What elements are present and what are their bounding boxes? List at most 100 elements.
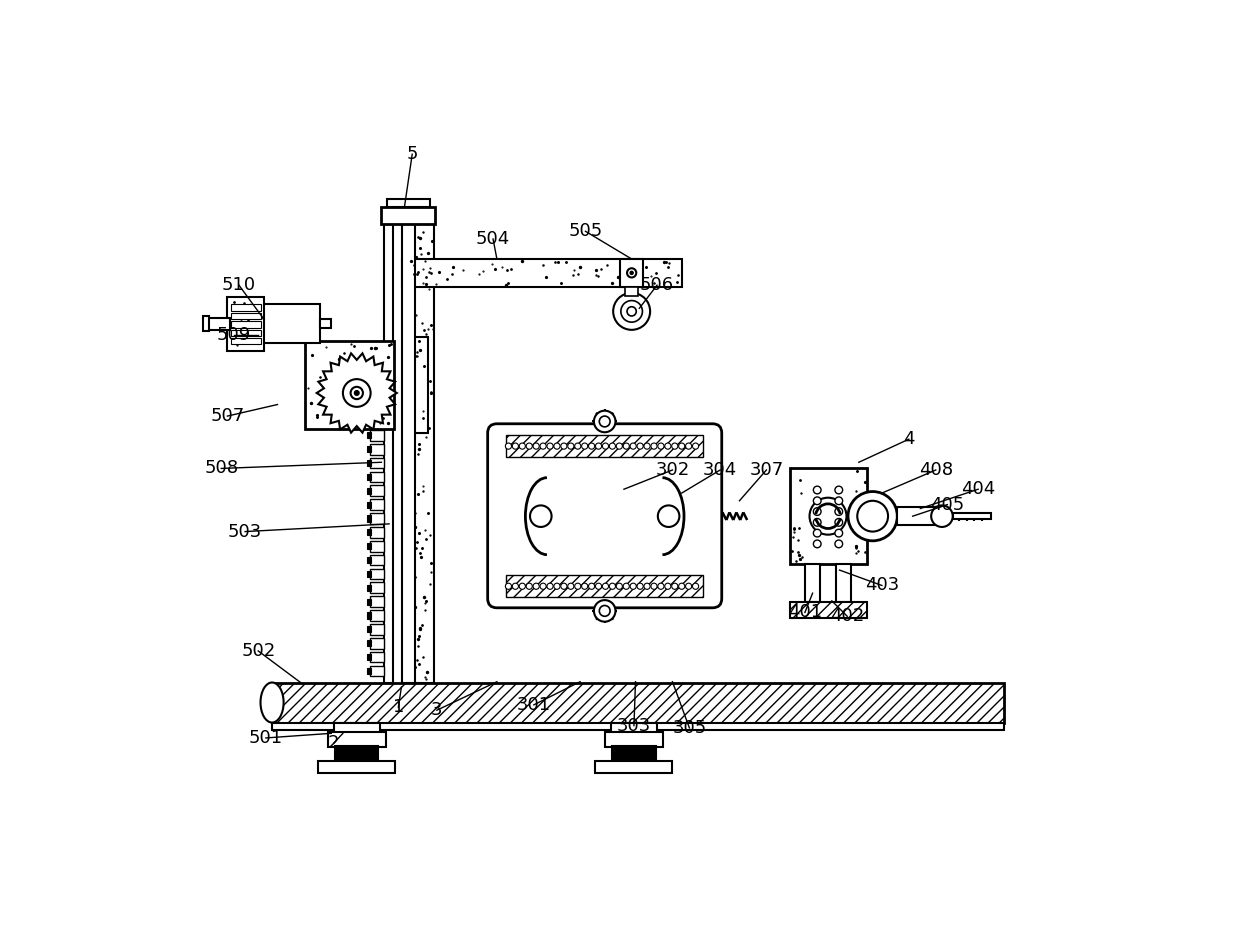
Circle shape xyxy=(594,410,615,432)
Circle shape xyxy=(678,584,684,589)
Bar xyxy=(506,435,703,457)
Circle shape xyxy=(589,443,595,449)
Circle shape xyxy=(835,497,843,505)
Circle shape xyxy=(835,507,843,515)
Circle shape xyxy=(599,416,610,426)
Circle shape xyxy=(568,584,574,589)
Circle shape xyxy=(813,497,821,505)
Polygon shape xyxy=(316,353,397,432)
Text: 504: 504 xyxy=(476,230,510,248)
Ellipse shape xyxy=(260,683,284,723)
Circle shape xyxy=(554,584,560,589)
Circle shape xyxy=(692,584,698,589)
Bar xyxy=(327,732,386,747)
Circle shape xyxy=(627,307,636,316)
Circle shape xyxy=(520,443,526,449)
Bar xyxy=(367,377,371,383)
Bar xyxy=(611,723,657,733)
Circle shape xyxy=(355,390,360,395)
Text: 305: 305 xyxy=(672,719,707,737)
Circle shape xyxy=(651,584,657,589)
Text: 1: 1 xyxy=(393,698,404,716)
Bar xyxy=(370,568,383,580)
Circle shape xyxy=(529,506,552,527)
Bar xyxy=(370,555,383,565)
Bar xyxy=(335,745,378,763)
Circle shape xyxy=(539,584,546,589)
Bar xyxy=(387,199,430,207)
Bar xyxy=(305,341,394,429)
Text: 402: 402 xyxy=(830,607,864,625)
Bar xyxy=(790,467,867,564)
Bar xyxy=(370,403,383,413)
Bar xyxy=(367,390,371,397)
Text: 506: 506 xyxy=(640,276,675,294)
Bar xyxy=(367,405,371,410)
Circle shape xyxy=(616,584,622,589)
Bar xyxy=(367,640,371,646)
FancyBboxPatch shape xyxy=(487,424,722,607)
Circle shape xyxy=(672,584,678,589)
Bar xyxy=(208,318,229,329)
Polygon shape xyxy=(231,305,260,310)
Bar xyxy=(370,596,383,607)
Bar xyxy=(805,564,821,603)
Circle shape xyxy=(813,486,821,494)
Circle shape xyxy=(568,443,574,449)
Circle shape xyxy=(624,443,630,449)
Text: 501: 501 xyxy=(249,729,283,747)
Circle shape xyxy=(560,443,567,449)
Bar xyxy=(506,575,703,597)
Bar xyxy=(370,471,383,483)
Text: 301: 301 xyxy=(517,696,551,714)
Circle shape xyxy=(651,443,657,449)
Circle shape xyxy=(658,584,663,589)
Text: 403: 403 xyxy=(864,577,899,594)
Bar xyxy=(370,499,383,510)
Circle shape xyxy=(857,501,888,531)
Bar xyxy=(367,557,371,564)
Bar xyxy=(605,732,663,747)
Bar xyxy=(370,652,383,663)
Bar xyxy=(790,603,867,618)
Circle shape xyxy=(512,443,518,449)
Bar xyxy=(370,416,383,426)
Circle shape xyxy=(621,301,642,322)
Circle shape xyxy=(835,519,843,526)
Bar xyxy=(272,683,1003,723)
Circle shape xyxy=(658,506,680,527)
Bar xyxy=(367,654,371,660)
Circle shape xyxy=(630,271,634,274)
Bar xyxy=(227,297,264,350)
Text: 510: 510 xyxy=(222,276,255,294)
Bar xyxy=(370,527,383,538)
Circle shape xyxy=(813,519,821,526)
Bar xyxy=(383,224,393,683)
Bar xyxy=(370,638,383,648)
Circle shape xyxy=(526,584,532,589)
Circle shape xyxy=(539,443,546,449)
Bar xyxy=(370,388,383,399)
Text: 503: 503 xyxy=(228,523,262,541)
Bar xyxy=(319,761,396,773)
Circle shape xyxy=(343,379,371,407)
Text: 304: 304 xyxy=(703,461,738,479)
Bar xyxy=(370,486,383,496)
Text: 3: 3 xyxy=(432,702,443,719)
Text: 404: 404 xyxy=(961,480,996,498)
Bar xyxy=(367,432,371,439)
Text: 307: 307 xyxy=(749,461,784,479)
Circle shape xyxy=(533,584,539,589)
Circle shape xyxy=(595,584,601,589)
Bar xyxy=(367,515,371,522)
Bar xyxy=(367,446,371,452)
Text: 4: 4 xyxy=(903,430,915,448)
Circle shape xyxy=(560,584,567,589)
Bar xyxy=(203,316,208,331)
Circle shape xyxy=(582,584,588,589)
Circle shape xyxy=(810,498,847,535)
Bar xyxy=(367,487,371,494)
Circle shape xyxy=(665,584,671,589)
Bar xyxy=(412,224,434,683)
Circle shape xyxy=(603,584,609,589)
